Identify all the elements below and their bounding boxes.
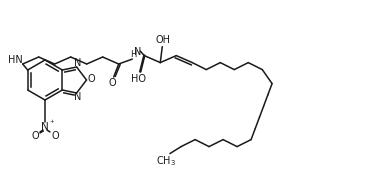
Text: $^{+}$: $^{+}$ bbox=[49, 119, 55, 127]
Text: O: O bbox=[88, 74, 95, 84]
Text: O: O bbox=[31, 131, 39, 141]
Text: N: N bbox=[134, 47, 141, 57]
Text: N: N bbox=[74, 58, 81, 68]
Text: H: H bbox=[130, 50, 137, 59]
Text: O: O bbox=[51, 131, 59, 141]
Text: $^{-}$: $^{-}$ bbox=[39, 127, 45, 137]
Text: OH: OH bbox=[156, 35, 171, 45]
Text: N: N bbox=[74, 92, 81, 102]
Text: HO: HO bbox=[131, 74, 146, 84]
Text: O: O bbox=[109, 78, 116, 88]
Text: CH$_3$: CH$_3$ bbox=[156, 154, 176, 167]
Text: HN: HN bbox=[8, 55, 23, 65]
Text: N: N bbox=[41, 122, 49, 132]
